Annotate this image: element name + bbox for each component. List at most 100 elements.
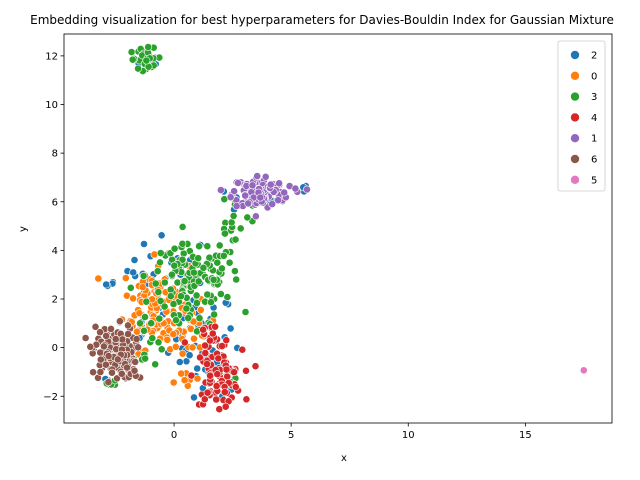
legend-marker-1: [570, 133, 580, 143]
point-1: [261, 172, 270, 181]
point-3: [170, 261, 179, 270]
x-tick-label: 10: [402, 430, 415, 441]
point-4: [220, 388, 229, 396]
point-6: [113, 355, 122, 364]
point-6: [124, 321, 132, 330]
legend-box: [557, 40, 606, 192]
point-0: [121, 274, 130, 282]
point-1: [241, 191, 250, 200]
plot-frame: [63, 33, 613, 424]
point-6: [86, 342, 95, 351]
point-3: [140, 326, 148, 335]
y-tick-label: −2: [43, 392, 58, 403]
point-0: [135, 309, 144, 318]
chart-title: Embedding visualization for best hyperpa…: [30, 13, 614, 27]
point-2: [129, 268, 138, 277]
point-6: [104, 352, 113, 360]
y-axis-label: y: [18, 226, 29, 232]
point-6: [118, 335, 127, 344]
point-1: [251, 212, 260, 221]
legend-marker-6: [570, 154, 580, 164]
point-4: [196, 353, 204, 362]
point-6: [131, 357, 140, 366]
point-0: [138, 283, 147, 291]
point-6: [102, 331, 110, 340]
point-3: [232, 275, 241, 284]
plot-area: [63, 33, 613, 424]
point-3: [169, 300, 178, 308]
point-6: [132, 335, 141, 343]
point-1: [248, 181, 257, 190]
point-3: [194, 277, 203, 286]
point-6: [108, 368, 116, 377]
x-tick-label: 15: [519, 430, 532, 441]
point-3: [219, 251, 228, 260]
point-4: [231, 382, 240, 391]
x-tick-label: 0: [171, 430, 177, 441]
point-4: [214, 354, 223, 363]
point-4: [218, 342, 226, 350]
point-6: [130, 366, 139, 375]
point-3: [189, 268, 198, 277]
point-3: [154, 288, 163, 296]
point-1: [275, 179, 283, 188]
point-3: [151, 279, 160, 288]
point-0: [171, 342, 180, 351]
point-6: [117, 369, 126, 378]
y-tick-label: 12: [45, 51, 58, 62]
point-0: [94, 274, 103, 283]
point-1: [244, 199, 253, 208]
point-4: [201, 349, 210, 357]
point-4: [242, 395, 251, 404]
legend-label-0: 0: [591, 71, 597, 82]
point-6: [91, 322, 100, 331]
point-4: [212, 382, 221, 390]
legend-marker-2: [570, 50, 580, 60]
point-1: [234, 178, 242, 187]
point-3: [160, 278, 169, 287]
point-2: [190, 393, 198, 402]
x-axis-ticks: 0 5 10 15: [171, 423, 532, 441]
point-3: [243, 213, 252, 222]
point-6: [123, 363, 131, 372]
point-5: [579, 366, 588, 375]
point-3: [144, 43, 153, 51]
point-3: [160, 302, 169, 311]
point-3: [236, 224, 245, 233]
point-3: [227, 218, 236, 227]
point-3: [225, 258, 234, 267]
point-3: [229, 211, 238, 220]
point-3: [215, 241, 224, 250]
point-1: [253, 172, 262, 180]
point-4: [238, 345, 247, 354]
point-3: [192, 291, 201, 300]
point-3: [142, 297, 151, 306]
point-3: [230, 267, 239, 275]
point-6: [100, 342, 108, 351]
point-3: [153, 267, 162, 276]
point-6: [81, 334, 90, 342]
point-3: [136, 319, 144, 328]
point-3: [203, 290, 212, 299]
point-3: [178, 239, 187, 248]
point-4: [199, 325, 207, 334]
point-3: [182, 304, 191, 313]
point-4: [213, 370, 222, 379]
legend-label-2: 2: [591, 51, 597, 62]
point-1: [303, 185, 311, 194]
point-3: [156, 258, 164, 267]
point-3: [217, 264, 226, 273]
legend-label-1: 1: [591, 134, 597, 145]
point-1: [256, 193, 265, 202]
point-3: [194, 254, 203, 263]
legend-label-6: 6: [591, 155, 597, 166]
point-3: [141, 354, 149, 363]
point-2: [140, 240, 148, 248]
point-3: [184, 314, 193, 322]
point-3: [223, 293, 232, 301]
point-3: [203, 242, 212, 251]
point-2: [175, 358, 184, 366]
point-1: [266, 180, 275, 189]
point-1: [216, 186, 225, 194]
